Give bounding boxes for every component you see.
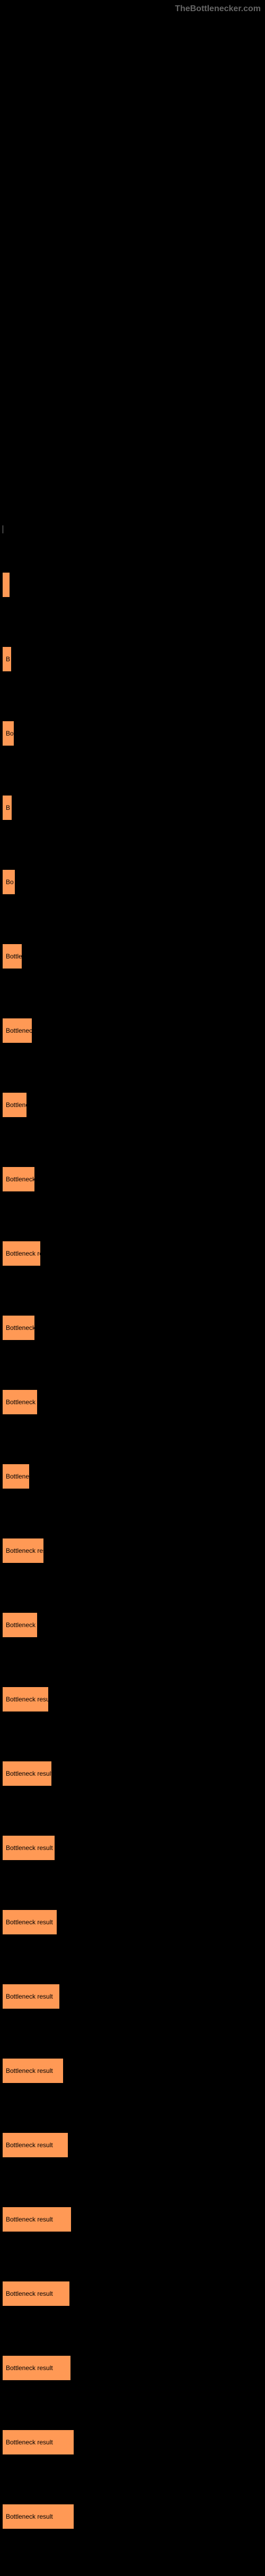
bar-row: Bottleneck res [0,1387,265,1417]
bar-row: Bottlenec [0,1090,265,1120]
bar-row: B [0,644,265,674]
bar-row: Bottleneck re [0,1164,265,1194]
row-spacer [0,2011,265,2056]
bar: Bo [3,721,14,746]
row-spacer [0,2531,265,2576]
bar-row: Bottleneck result [0,2502,265,2531]
row-spacer [0,1045,265,1090]
bar-row: Bottleneck result [0,1759,265,1788]
row-spacer [0,748,265,793]
bar-row: Bottleneck [0,1462,265,1491]
bar: Bottleneck result [3,1836,55,1860]
bar-row [0,570,265,600]
bar: Bottleneck result [3,2504,74,2529]
bar-chart: B Bo B Bo Bottlen Bottleneck r Bottlenec Bottle… [0,525,265,2576]
bar-row: Bottleneck result [0,1907,265,1937]
bar-row: B [0,793,265,823]
bar-row: Bottleneck result [0,2353,265,2383]
bar: Bottleneck res [3,1390,37,1414]
row-spacer [0,2234,265,2279]
bar: Bottleneck result [3,2356,70,2380]
row-spacer [0,1788,265,1833]
bar: Bottlen [3,944,22,969]
bar: Bottleneck re [3,1167,34,1191]
row-spacer [0,2309,265,2353]
bar: Bottlenec [3,1093,26,1117]
chart-spacer [0,525,265,570]
bar-row: Bottleneck re [0,1313,265,1343]
bar: Bottleneck res [3,1613,37,1637]
bar: B [3,647,11,671]
row-spacer [0,823,265,867]
bar: Bottleneck [3,1464,29,1489]
bar: Bottleneck result [3,2133,68,2157]
row-spacer [0,1937,265,1982]
bar: Bottleneck result [3,1984,59,2009]
row-spacer [0,600,265,644]
bar-row: Bottleneck result [0,1833,265,1863]
row-spacer [0,674,265,719]
bar-row: Bo [0,719,265,748]
bar-row: Bottleneck result [0,1982,265,2011]
row-spacer [0,2383,265,2427]
bar: Bottleneck r [3,1018,32,1043]
bar-row: Bottleneck res [0,1610,265,1640]
bar: Bo [3,870,15,894]
bar-row: Bottleneck r [0,1016,265,1045]
bar-row: Bottleneck result [0,2205,265,2234]
row-spacer [0,2086,265,2130]
bar: Bottleneck result [3,1910,57,1934]
bar: Bottleneck result [3,2207,71,2232]
row-spacer [0,1491,265,1536]
bar-row: Bottleneck result [0,1684,265,1714]
row-spacer [0,2160,265,2205]
watermark-text: TheBottlenecker.com [175,4,261,14]
bar-row: Bottlen [0,941,265,971]
bar: Bottleneck re [3,1316,34,1340]
bar: Bottleneck resul [3,1241,40,1266]
bar-row: Bottleneck resul [0,1239,265,1268]
bar-row: Bottleneck result [0,2056,265,2086]
bar-row: Bottleneck result [0,2130,265,2160]
bar: Bottleneck result [3,1761,51,1786]
bar: Bottleneck result [3,1687,48,1711]
bar-row: Bo [0,867,265,897]
row-spacer [0,1566,265,1610]
row-spacer [0,1863,265,1907]
bar: Bottleneck result [3,1538,43,1563]
row-spacer [0,1714,265,1759]
row-spacer [0,897,265,941]
bar: Bottleneck result [3,2430,74,2454]
bar-row: Bottleneck result [0,1536,265,1566]
bar [3,573,10,597]
bar: B [3,796,12,820]
row-spacer [0,1120,265,1164]
row-spacer [0,1343,265,1387]
bar: Bottleneck result [3,2281,69,2306]
row-spacer [0,1194,265,1239]
row-spacer [0,971,265,1016]
row-spacer [0,1640,265,1684]
row-spacer [0,2457,265,2502]
bar-row: Bottleneck result [0,2427,265,2457]
row-spacer [0,1268,265,1313]
bar-row: Bottleneck result [0,2279,265,2309]
row-spacer [0,1417,265,1462]
bar: Bottleneck result [3,2059,63,2083]
